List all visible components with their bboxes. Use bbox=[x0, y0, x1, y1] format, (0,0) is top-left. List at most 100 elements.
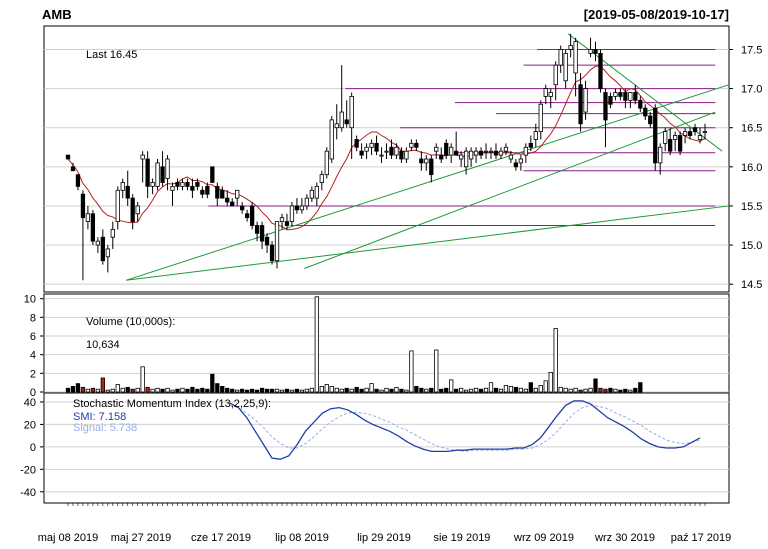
volume-bar bbox=[483, 387, 489, 393]
candle-body bbox=[85, 213, 91, 222]
candle-body bbox=[294, 205, 300, 211]
volume-bar bbox=[478, 388, 484, 393]
date-range: [2019-05-08/2019-10-17] bbox=[584, 7, 729, 22]
volume-bar bbox=[459, 387, 464, 393]
price-trendline bbox=[126, 205, 730, 281]
candle bbox=[603, 88, 608, 148]
smi-title: Stochastic Momentum Index (13,2,25,9): bbox=[73, 398, 271, 410]
candle bbox=[379, 147, 384, 163]
volume-bar bbox=[608, 387, 613, 393]
volume-bar bbox=[225, 387, 230, 393]
candle-body bbox=[573, 41, 578, 74]
candle bbox=[473, 147, 479, 163]
candle-body bbox=[608, 96, 613, 105]
candle bbox=[374, 135, 379, 156]
volume-bar bbox=[299, 389, 305, 393]
candle-body bbox=[677, 135, 683, 152]
candle-body bbox=[120, 182, 125, 191]
candle-body bbox=[344, 119, 349, 125]
candle-body bbox=[424, 158, 429, 164]
price-tick-label: 17.0 bbox=[741, 84, 762, 96]
candle bbox=[329, 115, 334, 163]
candle-body bbox=[80, 193, 86, 219]
candle-body bbox=[588, 49, 593, 54]
volume-bar bbox=[274, 388, 280, 393]
candle-body bbox=[394, 146, 399, 156]
volume-bar bbox=[354, 386, 359, 393]
volume-bar bbox=[339, 388, 344, 393]
price-tick-label: 14.5 bbox=[741, 279, 762, 291]
volume-bar bbox=[498, 388, 504, 393]
price-tick-label: 15.5 bbox=[741, 201, 762, 213]
candle-body bbox=[404, 150, 409, 160]
candle-body bbox=[548, 92, 553, 97]
candle bbox=[618, 88, 623, 101]
candle-body bbox=[533, 131, 538, 140]
volume-bar bbox=[364, 387, 369, 393]
candle bbox=[528, 135, 533, 152]
candle bbox=[324, 147, 329, 179]
volume-bar bbox=[70, 385, 76, 393]
volume-bar bbox=[548, 371, 553, 393]
candle bbox=[130, 194, 135, 230]
smi-tick-label: 40 bbox=[24, 397, 36, 409]
volume-bar bbox=[463, 389, 469, 393]
volume-bar bbox=[145, 386, 150, 393]
candle bbox=[215, 182, 220, 206]
candle bbox=[195, 178, 200, 191]
candle bbox=[190, 178, 195, 199]
volume-bar bbox=[80, 386, 86, 393]
candle bbox=[613, 88, 618, 101]
candle-body bbox=[100, 236, 105, 262]
candle bbox=[304, 194, 310, 210]
candle-body bbox=[628, 92, 633, 101]
volume-bar bbox=[75, 383, 81, 393]
x-axis: maj 08 2019 maj 27 2019 cze 17 2019 lip 08 … bbox=[38, 503, 731, 544]
volume-bar bbox=[473, 387, 479, 393]
volume-bar bbox=[633, 387, 638, 393]
candle-body bbox=[488, 150, 494, 153]
candle bbox=[593, 41, 598, 62]
volume-bar bbox=[488, 382, 494, 393]
candle bbox=[668, 127, 673, 156]
candle-body bbox=[309, 189, 314, 199]
candle-body bbox=[175, 182, 180, 187]
volume-bar bbox=[598, 387, 603, 393]
candle bbox=[563, 49, 568, 89]
candle-body bbox=[140, 154, 145, 160]
volume-bar bbox=[334, 387, 339, 393]
candle-body bbox=[364, 146, 369, 152]
volume-bar bbox=[170, 389, 175, 393]
candle bbox=[235, 189, 240, 206]
candle-body bbox=[230, 201, 235, 207]
candle-body bbox=[65, 154, 71, 160]
volume-bar bbox=[503, 385, 509, 393]
volume-bar bbox=[140, 366, 145, 393]
candle bbox=[339, 65, 344, 132]
candle bbox=[314, 182, 319, 206]
price-tick-label: 16.0 bbox=[741, 162, 762, 174]
candle bbox=[165, 155, 170, 191]
candle bbox=[677, 131, 683, 156]
candle bbox=[568, 33, 573, 58]
candle-body bbox=[613, 92, 618, 97]
signal-line bbox=[229, 404, 701, 452]
x-tick-label: wrz 09 2019 bbox=[513, 532, 574, 544]
candle-body bbox=[444, 142, 449, 156]
volume-bar bbox=[424, 388, 429, 393]
candle bbox=[289, 202, 295, 226]
volume-bar bbox=[220, 385, 225, 393]
candle-body bbox=[299, 205, 305, 211]
volume-tick-label: 2 bbox=[30, 368, 36, 380]
symbol-title: AMB bbox=[42, 7, 72, 22]
x-tick-label: lip 29 2019 bbox=[357, 532, 411, 544]
candle-body bbox=[558, 49, 563, 66]
candle bbox=[65, 154, 71, 160]
candle bbox=[284, 213, 290, 230]
candle bbox=[483, 143, 489, 159]
candle-body bbox=[205, 185, 210, 195]
candle-body bbox=[528, 142, 533, 148]
candle bbox=[608, 92, 613, 109]
candle-body bbox=[75, 174, 81, 187]
